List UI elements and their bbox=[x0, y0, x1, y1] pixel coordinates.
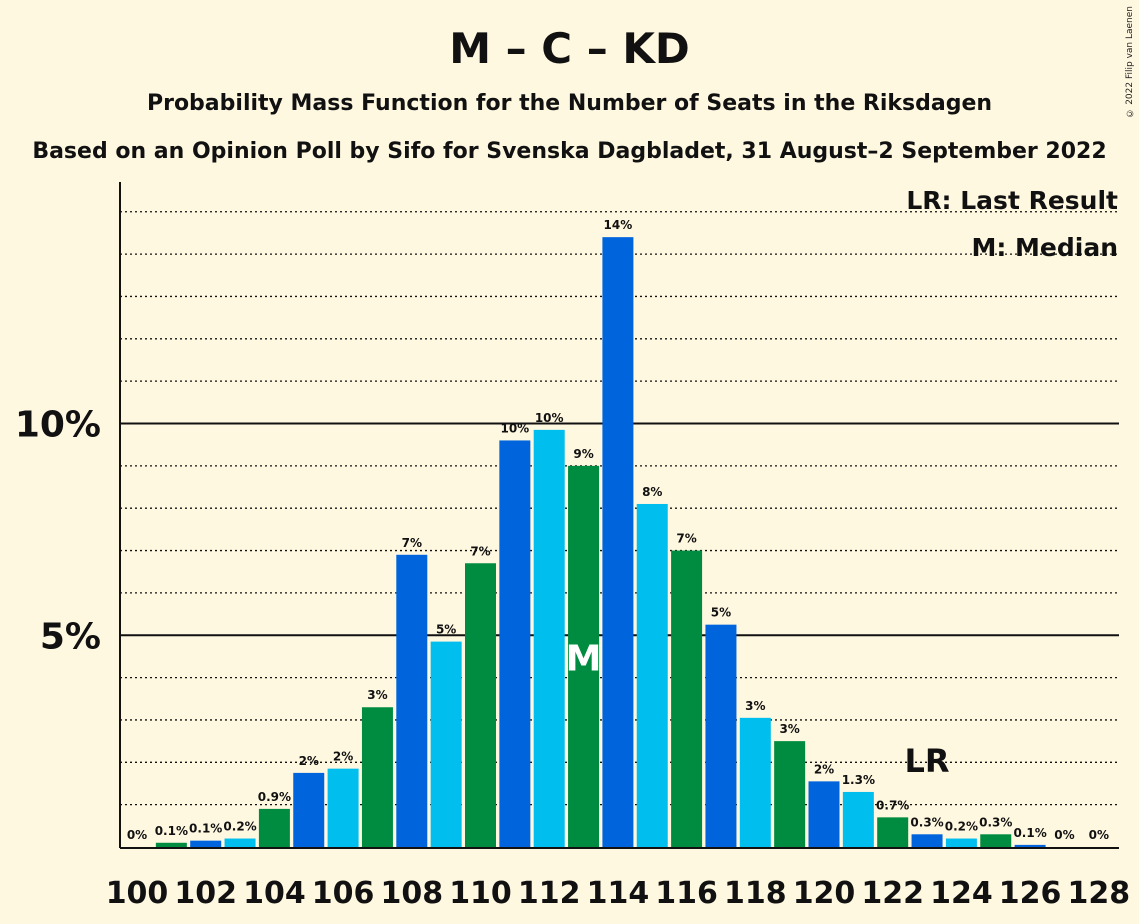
data-label: 0.1% bbox=[189, 822, 222, 836]
grid-lines bbox=[120, 211, 1119, 806]
legend-last-result: LR: Last Result bbox=[906, 186, 1118, 215]
data-label: 3% bbox=[745, 699, 765, 713]
bar bbox=[533, 429, 565, 847]
chart-title: M – C – KD bbox=[449, 24, 690, 73]
data-label: 3% bbox=[367, 688, 387, 702]
bar bbox=[258, 808, 290, 847]
x-tick-label: 112 bbox=[518, 876, 581, 911]
data-label: 0.2% bbox=[223, 820, 256, 834]
data-label: 10% bbox=[500, 421, 529, 435]
bar bbox=[945, 838, 977, 847]
bar bbox=[361, 707, 393, 847]
bar bbox=[155, 842, 187, 847]
data-label: 10% bbox=[535, 411, 564, 425]
data-label: 0% bbox=[1054, 828, 1074, 842]
x-tick-label: 108 bbox=[380, 876, 443, 911]
data-label: 0% bbox=[1089, 828, 1109, 842]
data-label: 0.3% bbox=[910, 815, 943, 829]
bars bbox=[155, 237, 1046, 847]
bar bbox=[980, 834, 1012, 847]
bar bbox=[396, 554, 428, 847]
bar bbox=[705, 624, 737, 847]
bar bbox=[1014, 844, 1046, 847]
x-tick-label: 114 bbox=[587, 876, 650, 911]
data-label: 0.2% bbox=[945, 820, 978, 834]
y-tick-label: 5% bbox=[40, 616, 101, 657]
axes: 5%10%100 102 104 106 108 110 112 114 116 118 120 12… bbox=[15, 182, 1130, 911]
bar bbox=[671, 550, 703, 847]
x-tick-label: 104 bbox=[243, 876, 306, 911]
bar bbox=[190, 840, 222, 847]
x-tick-label: 126 bbox=[999, 876, 1062, 911]
bar bbox=[327, 768, 359, 847]
bar bbox=[224, 838, 256, 847]
data-label: 2% bbox=[333, 750, 353, 764]
data-label: 2% bbox=[299, 754, 319, 768]
x-tick-label: 124 bbox=[930, 876, 993, 911]
chart-subtitle-source: Based on an Opinion Poll by Sifo for Sve… bbox=[32, 139, 1107, 164]
x-tick-label: 106 bbox=[312, 876, 375, 911]
data-label: 3% bbox=[779, 722, 799, 736]
bar bbox=[430, 641, 462, 847]
x-tick-label: 102 bbox=[174, 876, 237, 911]
bar bbox=[293, 772, 325, 847]
legend: LR: Last Result M: Median bbox=[906, 186, 1118, 262]
bar bbox=[465, 563, 496, 847]
data-label: 7% bbox=[402, 536, 422, 550]
bar bbox=[877, 817, 909, 847]
x-tick-label: 120 bbox=[793, 876, 856, 911]
y-tick-label: 10% bbox=[15, 405, 101, 446]
x-tick-label: 122 bbox=[861, 876, 924, 911]
last-result-marker: LR bbox=[905, 742, 950, 780]
bar bbox=[911, 834, 943, 847]
bar bbox=[842, 791, 874, 847]
x-tick-label: 100 bbox=[106, 876, 169, 911]
data-label: 0.1% bbox=[1013, 826, 1046, 840]
data-label: 5% bbox=[436, 623, 456, 637]
bar bbox=[739, 717, 771, 847]
x-tick-label: 128 bbox=[1067, 876, 1130, 911]
bar bbox=[774, 741, 806, 847]
chart-subtitle: Probability Mass Function for the Number… bbox=[146, 91, 993, 116]
bar bbox=[499, 440, 531, 847]
data-label: 0% bbox=[127, 828, 147, 842]
legend-median: M: Median bbox=[971, 233, 1118, 262]
data-label: 14% bbox=[604, 218, 633, 232]
data-label: 7% bbox=[470, 544, 490, 558]
x-tick-label: 116 bbox=[655, 876, 718, 911]
bar bbox=[808, 781, 840, 847]
data-label: 0.3% bbox=[979, 815, 1012, 829]
data-label: 0.1% bbox=[155, 824, 188, 838]
data-label: 8% bbox=[642, 485, 662, 499]
data-label: 9% bbox=[573, 447, 593, 461]
bar bbox=[568, 465, 600, 847]
bar bbox=[636, 503, 668, 847]
data-label: 7% bbox=[676, 532, 696, 546]
data-labels: 0% 0.1% 0.1% 0.2%0.9%2% 2%3%7%5%7%10%10%9%14… bbox=[127, 218, 1109, 842]
data-label: 5% bbox=[711, 606, 731, 620]
data-label: 0.9% bbox=[258, 790, 291, 804]
median-marker: M bbox=[566, 638, 602, 679]
data-label: 0.7% bbox=[876, 798, 909, 812]
data-label: 2% bbox=[814, 762, 834, 776]
x-tick-label: 118 bbox=[724, 876, 787, 911]
x-tick-label: 110 bbox=[449, 876, 512, 911]
bar bbox=[602, 237, 634, 847]
data-label: 1.3% bbox=[842, 773, 875, 787]
